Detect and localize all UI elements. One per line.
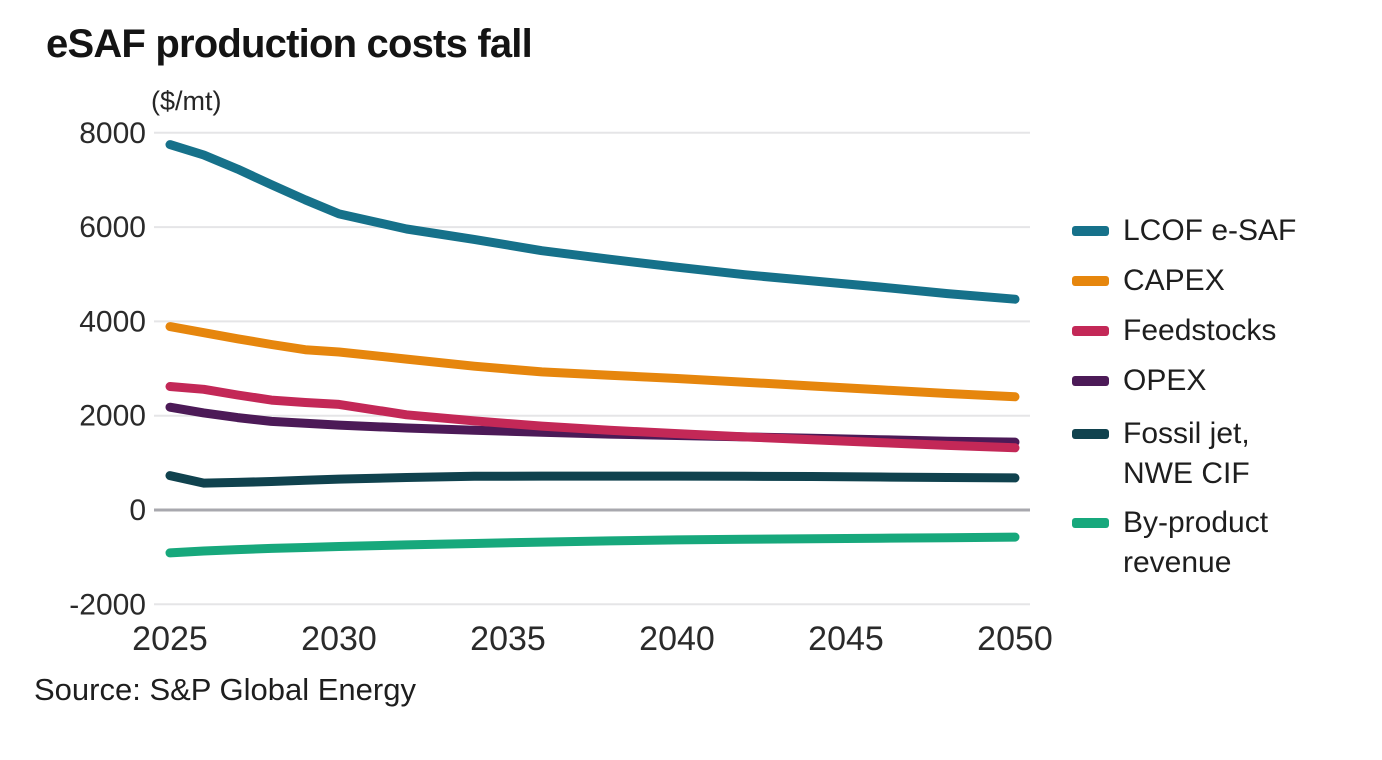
y-axis-tick-label: 6000 <box>79 211 146 244</box>
x-axis-tick-label: 2035 <box>470 620 546 658</box>
y-axis-tick-label: -2000 <box>69 588 146 621</box>
legend-swatch-fossil-jet-nwe-cif <box>1072 429 1109 439</box>
x-axis-tick-label: 2025 <box>132 620 208 658</box>
y-axis-tick-label: 4000 <box>79 305 146 338</box>
legend-label-feedstocks: Feedstocks <box>1123 314 1277 347</box>
legend-label-opex: OPEX <box>1123 364 1207 397</box>
y-axis-unit-label: ($/mt) <box>151 86 222 116</box>
series-line-by-product-revenue <box>165 532 1020 558</box>
x-axis-tick-label: 2040 <box>639 620 715 658</box>
y-axis-tick-label: 0 <box>129 494 146 527</box>
source-note: Source: S&P Global Energy <box>34 672 416 707</box>
x-axis-tick-label: 2045 <box>808 620 884 658</box>
legend-item-opex: OPEX <box>1072 361 1206 401</box>
chart-title: eSAF production costs fall <box>46 22 533 66</box>
legend-swatch-capex <box>1072 276 1109 286</box>
series-line-capex <box>165 322 1020 402</box>
legend-label-by-product-revenue: By-product revenue <box>1123 506 1269 579</box>
legend-item-lcof-e-saf: LCOF e-SAF <box>1072 211 1296 251</box>
series-line-fossil-jet-nwe-cif <box>165 471 1020 488</box>
legend-item-feedstocks: Feedstocks <box>1072 311 1276 351</box>
legend-swatch-lcof-e-saf <box>1072 226 1109 236</box>
x-axis-tick-label: 2030 <box>301 620 377 658</box>
legend-swatch-feedstocks <box>1072 326 1109 336</box>
y-axis-tick-label: 8000 <box>79 117 146 150</box>
legend-label-fossil-jet-nwe-cif: Fossil jet, NWE CIF <box>1123 417 1250 490</box>
legend-item-by-product-revenue: By-product revenue <box>1072 503 1268 583</box>
legend-label-capex: CAPEX <box>1123 264 1225 297</box>
x-axis-tick-label: 2050 <box>977 620 1053 658</box>
y-axis-tick-label: 2000 <box>79 400 146 433</box>
legend-swatch-opex <box>1072 376 1109 386</box>
legend-swatch-by-product-revenue <box>1072 518 1109 528</box>
legend-label-lcof-e-saf: LCOF e-SAF <box>1123 214 1297 247</box>
legend-item-capex: CAPEX <box>1072 261 1225 301</box>
legend-item-fossil-jet-nwe-cif: Fossil jet, NWE CIF <box>1072 414 1250 494</box>
series-line-lcof-e-saf <box>165 140 1020 304</box>
series-line-opex <box>165 402 1020 447</box>
series-line-feedstocks <box>165 382 1020 453</box>
